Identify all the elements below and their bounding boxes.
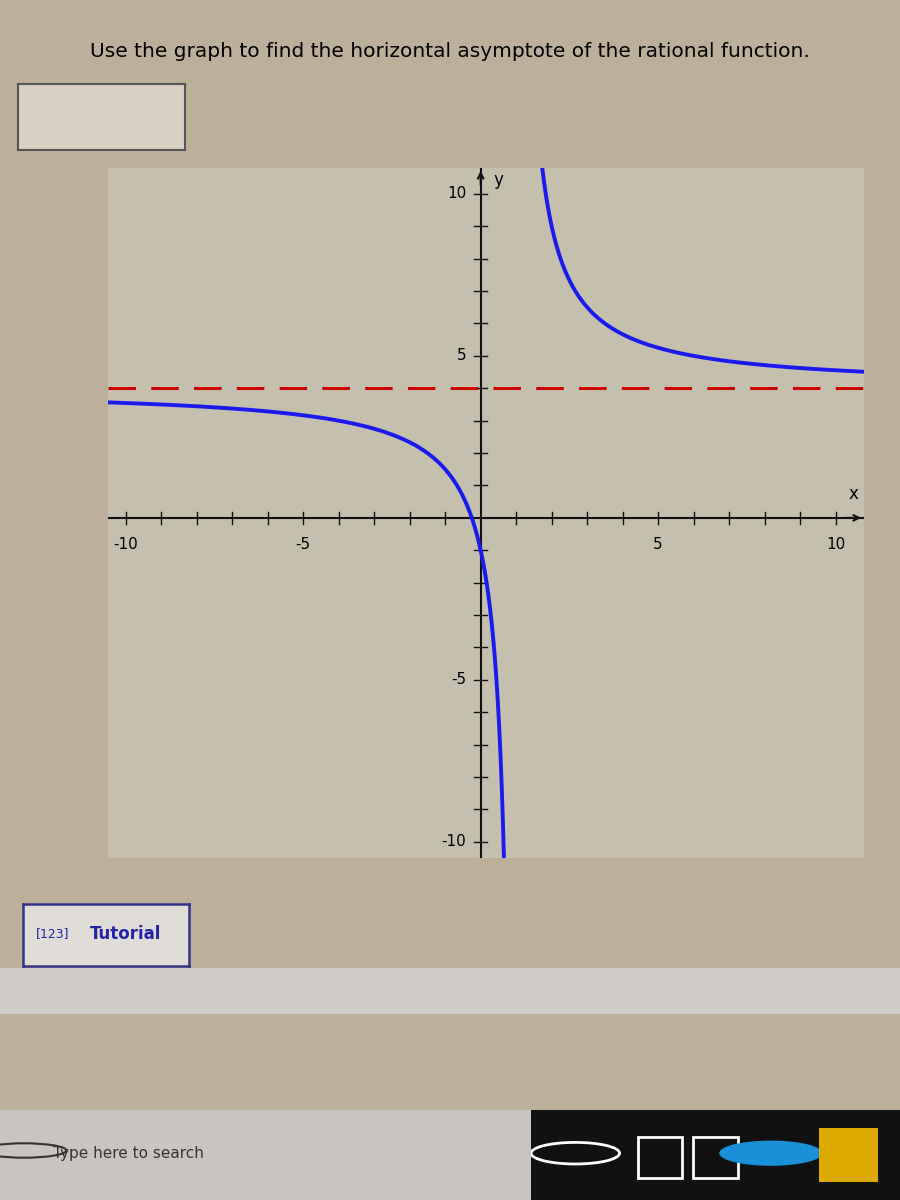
Text: Use the graph to find the horizontal asymptote of the rational function.: Use the graph to find the horizontal asy… <box>90 42 810 61</box>
Text: -10: -10 <box>113 538 138 552</box>
Circle shape <box>719 1140 823 1166</box>
Text: -10: -10 <box>442 834 466 850</box>
Text: Type here to search: Type here to search <box>53 1146 204 1160</box>
Text: 10: 10 <box>826 538 845 552</box>
Text: [123]: [123] <box>36 928 69 940</box>
Text: -5: -5 <box>295 538 310 552</box>
Text: 5: 5 <box>653 538 663 552</box>
Text: y: y <box>493 172 503 190</box>
Text: 10: 10 <box>447 186 466 202</box>
Text: -5: -5 <box>452 672 466 688</box>
Text: x: x <box>849 485 859 503</box>
Text: Tutorial: Tutorial <box>90 924 161 942</box>
FancyBboxPatch shape <box>819 1128 878 1182</box>
Text: 5: 5 <box>457 348 466 364</box>
